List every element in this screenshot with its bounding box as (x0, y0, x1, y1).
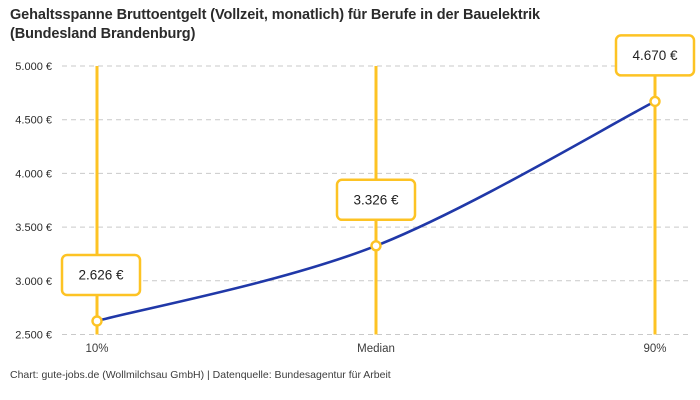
y-tick-label: 4.000 € (15, 168, 52, 180)
value-label-box (614, 34, 696, 77)
y-tick-label: 3.500 € (15, 222, 52, 234)
data-point-90% (649, 95, 661, 108)
y-tick-label: 3.000 € (15, 276, 52, 288)
data-point-median (370, 240, 382, 252)
value-label-text: 2.626 € (78, 268, 124, 283)
data-point-10% (91, 315, 103, 327)
data-point-markers (91, 95, 661, 327)
y-tick-label: 5.000 € (15, 61, 52, 73)
x-axis-labels: 10% Median 90% (85, 343, 666, 355)
chart-title: Gehaltsspanne Bruttoentgelt (Vollzeit, m… (10, 6, 690, 44)
value-label-median: 3.326 € (335, 178, 417, 222)
y-axis-tick-labels: 2.500 € 3.000 € 3.500 € 4.000 € 4.500 € 5.000… (15, 61, 52, 342)
chart-source-caption: Chart: gute-jobs.de (Wollmilchsau GmbH) … (10, 369, 391, 381)
chart-title-line1: Gehaltsspanne Bruttoentgelt (Vollzeit, m… (10, 7, 541, 23)
y-tick-label: 4.500 € (15, 115, 52, 127)
value-label-boxes: 2.626 € 3.326 € 4.670 € (60, 34, 696, 297)
gridlines (62, 65, 690, 335)
value-label-90%: 4.670 € (614, 34, 696, 77)
value-label-text: 3.326 € (353, 192, 399, 207)
x-label-median: Median (357, 343, 395, 355)
value-label-box (60, 253, 142, 297)
value-label-10%: 2.626 € (60, 253, 142, 297)
chart-title-line2: (Bundesland Brandenburg) (10, 26, 196, 42)
value-label-box (335, 178, 417, 222)
x-label-10%: 10% (85, 343, 108, 355)
value-label-text: 4.670 € (632, 48, 678, 63)
x-label-90%: 90% (643, 343, 666, 355)
y-tick-label: 2.500 € (15, 330, 52, 342)
